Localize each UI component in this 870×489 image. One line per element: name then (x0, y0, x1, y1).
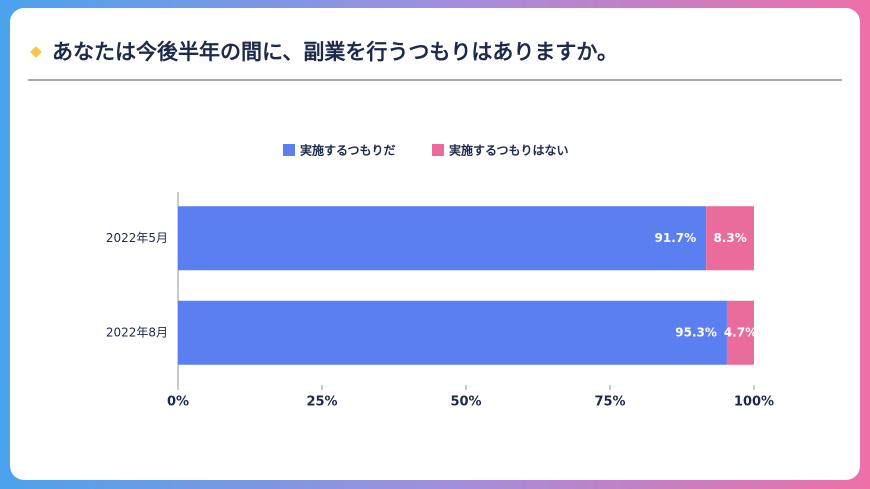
bar-segment (706, 206, 754, 271)
x-tick-label: 75% (594, 395, 625, 410)
x-tick-label: 50% (450, 395, 481, 410)
y-tick-label: 2022年8月 (106, 325, 168, 339)
bar-segment (726, 300, 754, 365)
legend-label: 実施するつもりだ (300, 143, 396, 158)
value-label: 8.3% (713, 231, 746, 245)
y-tick-label: 2022年5月 (106, 231, 168, 245)
legend-swatch (432, 144, 444, 156)
x-tick-label: 0% (167, 395, 189, 410)
bar-segment (178, 300, 727, 365)
bar-segment (178, 206, 707, 271)
title-icon (30, 46, 42, 58)
x-tick-label: 25% (306, 395, 337, 410)
value-label: 95.3% (675, 325, 717, 339)
legend-label: 実施するつもりはない (449, 143, 569, 158)
value-label: 91.7% (655, 231, 697, 245)
value-label: 4.7% (724, 325, 757, 339)
legend-swatch (283, 144, 295, 156)
chart-title: あなたは今後半年の間に、副業を行うつもりはありますか。 (52, 40, 618, 64)
x-tick-label: 100% (734, 395, 774, 410)
